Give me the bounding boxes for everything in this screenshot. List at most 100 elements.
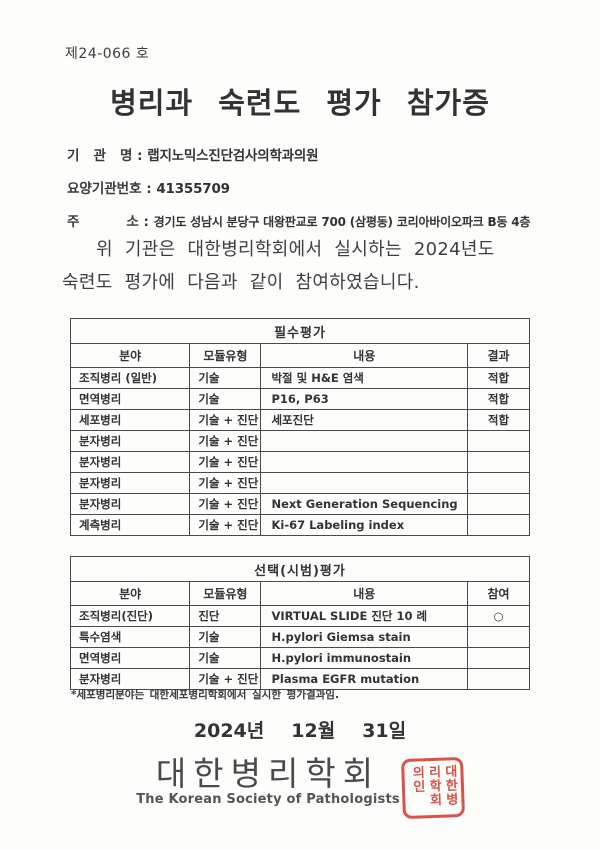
table-cell: 분자병리 [69,493,191,515]
care-institution-number-label: 요양기관번호 : [67,181,157,197]
table-row: 면역병리 기술 H.pylori immunostain [69,647,530,669]
table-cell: 기술 + 진단 [189,514,262,536]
institution-name-value: 랩지노믹스진단검사의학과의원 [147,148,319,164]
optional-evaluation-table: 선택(시범)평가 분야 모듈유형 내용 참여 조직병리(진단) 진단 VIRTUAL SL… [69,556,530,690]
table-cell: 기술 [189,367,262,389]
table-cell: H.pylori immunostain [260,647,469,669]
table-cell [467,493,530,515]
table-row: 분자병리 기술 + 진단 [69,430,530,452]
table-cell: 분자병리 [69,668,191,690]
address-row: 주 소 : 경기도 성남시 분당구 대왕판교로 700 (삼평동) 코리아바이오… [67,210,547,230]
table-column-header: 분야 [69,581,191,606]
certificate-body: 위 기관은 대한병리학회에서 실시하는 2024년도 숙련도 평가에 다음과 같… [62,233,524,299]
table-cell: 적합 [467,388,530,410]
table-cell: 기술 + 진단 [189,451,262,473]
table-cell: 적합 [467,367,530,389]
table-cell: ○ [467,605,530,627]
table-cell: 기술 + 진단 [189,668,262,690]
table-title-row: 필수평가 [70,318,530,344]
institution-name-row: 기 관 명 : 랩지노믹스진단검사의학과의원 [67,144,547,164]
table-row: 특수염색 기술 H.pylori Giemsa stain [69,626,530,648]
issue-date: 2024년 12월 31일 [0,716,600,743]
issue-date-year: 2024년 [193,720,265,742]
table-cell: 기술 [189,647,262,669]
table-cell: 기술 [189,388,262,410]
care-institution-number-value: 41355709 [156,181,230,197]
table-cell: 기술 + 진단 [189,409,262,431]
table-column-header: 내용 [260,343,469,368]
table-cell [467,668,530,690]
table-cell: 기술 + 진단 [189,493,262,515]
table-cell: 기술 + 진단 [189,472,262,494]
certificate-title: 병리과 숙련도 평가 참가증 [110,86,490,120]
table-cell: 분자병리 [69,430,191,452]
table-header-row: 분야 모듈유형 내용 결과 [69,343,530,368]
table-cell [467,626,530,648]
table-cell: 면역병리 [69,647,191,669]
table-cell: 조직병리(진단) [69,605,191,627]
document-number: 제24-066 호 [65,46,150,62]
table-cell [260,451,469,473]
table-row: 분자병리 기술 + 진단 Next Generation Sequencing [69,493,530,515]
table-row: 계측병리 기술 + 진단 Ki-67 Labeling index [69,514,530,536]
table-cell: 조직병리 (일반) [69,367,191,389]
table-cell: 적합 [467,409,530,431]
official-seal-stamp-icon: 대한병리학회의인 [400,756,465,820]
table-row: 분자병리 기술 + 진단 [69,451,530,473]
table-cell: 세포진단 [260,409,469,431]
organization-name-korean: 대한병리학회 [155,754,381,793]
table-cell: Ki-67 Labeling index [260,514,469,536]
address-label: 주 소 : [67,214,154,230]
table-row: 조직병리 (일반) 기술 박절 및 H&E 염색 적합 [69,367,530,389]
table-cell [467,451,530,473]
table-header-row: 분야 모듈유형 내용 참여 [69,581,530,606]
organization-name-english: The Korean Society of Pathologists [136,792,400,807]
issue-date-month: 12월 [291,720,336,742]
table-cell: 세포병리 [69,409,191,431]
body-line-2: 숙련도 평가에 다음과 같이 참여하였습니다. [62,272,420,293]
table-cell [467,430,530,452]
institution-name-label: 기 관 명 : [67,148,148,164]
table-cell [260,472,469,494]
table-column-header: 결과 [467,343,530,368]
table-cell [260,430,469,452]
required-table-title: 필수평가 [70,318,530,344]
table-cell: 기술 [189,626,262,648]
table-cell [467,647,530,669]
table-row: 세포병리 기술 + 진단 세포진단 적합 [69,409,530,431]
table-cell: Next Generation Sequencing [260,493,469,515]
table-row: 분자병리 기술 + 진단 Plasma EGFR mutation [69,668,530,690]
organization-names: 대한병리학회 The Korean Society of Pathologist… [136,754,400,808]
table-cell: 분자병리 [69,451,191,473]
table-cell: 특수염색 [69,626,191,648]
table-column-header: 내용 [260,581,469,606]
table-cell: 분자병리 [69,472,191,494]
issuing-organization: 대한병리학회 The Korean Society of Pathologist… [0,754,600,820]
table-cell [467,514,530,536]
table-cell: H.pylori Giemsa stain [260,626,469,648]
required-evaluation-table: 필수평가 분야 모듈유형 내용 결과 조직병리 (일반) 기술 박절 및 H&E 염색 적합… [69,318,530,536]
table-cell: VIRTUAL SLIDE 진단 10 례 [260,605,469,627]
table-row: 면역병리 기술 P16, P63 적합 [69,388,530,410]
table-column-header: 분야 [69,343,191,368]
table-row: 조직병리(진단) 진단 VIRTUAL SLIDE 진단 10 례 ○ [69,605,530,627]
seal-text: 대한병리학회의인 [408,764,458,808]
table-title-row: 선택(시범)평가 [70,556,530,582]
table-cell: 진단 [189,605,262,627]
institution-fields: 기 관 명 : 랩지노믹스진단검사의학과의원 요양기관번호 : 41355709… [67,144,547,243]
table-column-header: 모듈유형 [189,343,262,368]
body-line-1: 위 기관은 대한병리학회에서 실시하는 2024년도 [96,239,495,260]
optional-table-title: 선택(시범)평가 [70,556,530,582]
table-cell: 계측병리 [69,514,191,536]
issue-date-day: 31일 [362,720,407,742]
table-column-header: 모듈유형 [189,581,262,606]
cytopathology-footnote: *세포병리분야는 대한세포병리학회에서 실시한 평가결과임. [71,689,339,701]
table-cell: 면역병리 [69,388,191,410]
table-cell [467,472,530,494]
table-column-header: 참여 [467,581,530,606]
table-row: 분자병리 기술 + 진단 [69,472,530,494]
table-cell: Plasma EGFR mutation [260,668,469,690]
care-institution-number-row: 요양기관번호 : 41355709 [67,177,547,197]
address-value: 경기도 성남시 분당구 대왕판교로 700 (삼평동) 코리아바이오파크 B동 … [153,215,531,229]
